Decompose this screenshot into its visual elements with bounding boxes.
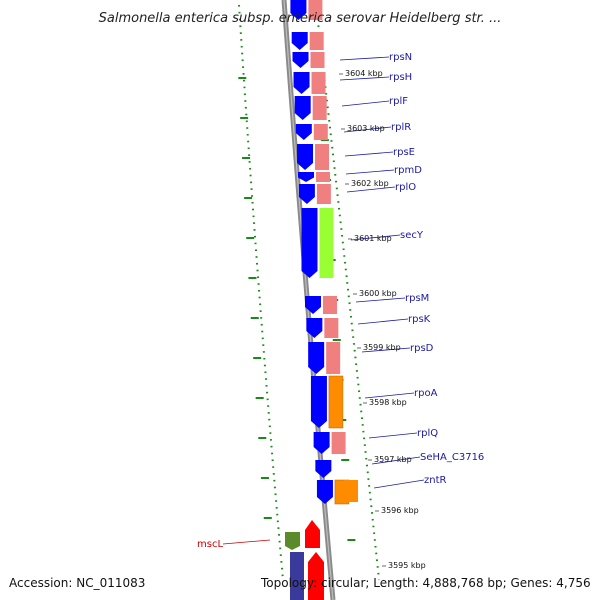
leader-line [344, 151, 394, 157]
cog-block [331, 432, 346, 454]
cds-track [285, 0, 333, 600]
kbp-label: 3598 kbp [369, 398, 407, 407]
cds-arrow [301, 208, 318, 278]
gene-label-rpsd[interactable]: rpsD [410, 343, 434, 354]
cog-block [319, 208, 334, 278]
cog-block [308, 0, 323, 20]
gene-label-rplf[interactable]: rplF [389, 96, 408, 107]
leader-line [345, 169, 395, 175]
feature-arrow [305, 520, 320, 548]
kbp-label: 3601 kbp [354, 234, 392, 243]
cds-arrow-mscl [285, 532, 300, 550]
cds-arrow [297, 144, 314, 170]
gene-label-rpsn[interactable]: rpsN [389, 52, 412, 63]
leader-line [373, 479, 425, 489]
leader-line [346, 186, 396, 193]
cds-arrow [295, 124, 312, 140]
label-leader-lines [222, 56, 425, 545]
cog-block [322, 296, 337, 314]
kbp-markers: 3604 kbp 3603 kbp 3602 kbp 3601 kbp 3600 kbp… [339, 69, 426, 570]
cog-block [344, 480, 358, 502]
gene-label-rplo[interactable]: rplO [395, 182, 416, 193]
gene-labels: rpsN rpsH rplF rplR rpsE rpmD rplO secY rpsM rpsK… [197, 52, 484, 550]
cds-arrow [292, 52, 309, 68]
cds-arrow [290, 0, 307, 20]
cog-block [311, 72, 326, 94]
cog-category-band [308, 0, 358, 505]
leader-line [343, 126, 392, 133]
cog-block [326, 342, 341, 374]
cog-block [316, 184, 331, 204]
cog-block [315, 144, 330, 170]
feature-arrow [308, 552, 324, 600]
leader-line [339, 56, 390, 61]
kbp-label: 3595 kbp [388, 561, 426, 570]
leader-line [222, 539, 271, 545]
cds-arrow [308, 342, 325, 374]
leader-line [371, 456, 421, 465]
gene-label-zntr[interactable]: zntR [424, 475, 447, 486]
kbp-label: 3596 kbp [381, 506, 419, 515]
cog-block [316, 172, 331, 182]
gene-label-rpoa[interactable]: rpoA [414, 388, 438, 399]
gene-label-rplr[interactable]: rplR [391, 122, 411, 133]
kbp-label: 3599 kbp [363, 343, 401, 352]
kbp-label: 3602 kbp [351, 179, 389, 188]
gene-label-secy[interactable]: secY [400, 230, 424, 241]
gc-skew-dotted-line-left [238, 4, 284, 581]
cds-arrow [290, 552, 304, 600]
cds-arrow [298, 172, 315, 182]
map-title: Salmonella enterica subsp. enterica sero… [99, 11, 502, 26]
cog-block [312, 96, 327, 120]
cds-arrow [306, 318, 323, 338]
kbp-label: 3604 kbp [345, 69, 383, 78]
cds-arrow [293, 72, 310, 94]
leader-line [339, 76, 390, 81]
kbp-label: 3603 kbp [347, 124, 385, 133]
cds-arrow [316, 480, 333, 504]
cds-arrow [310, 376, 327, 428]
topology-summary-text: Topology: circular; Length: 4,888,768 bp… [260, 576, 591, 590]
cds-arrow [298, 184, 315, 204]
leader-line [341, 100, 390, 107]
cds-arrow [315, 460, 332, 478]
cds-arrow [313, 432, 330, 454]
cds-arrow [291, 32, 308, 50]
cog-block [324, 318, 339, 338]
leader-line [364, 392, 415, 399]
leader-line [368, 432, 418, 439]
gene-label-rpse[interactable]: rpsE [393, 147, 415, 158]
gene-label-seha_c3716[interactable]: SeHA_C3716 [420, 452, 484, 463]
accession-text: Accession: NC_011083 [9, 576, 145, 590]
gene-label-rpmd[interactable]: rpmD [394, 165, 422, 176]
gene-label-rpsm[interactable]: rpsM [405, 293, 429, 304]
kbp-label: 3597 kbp [374, 455, 412, 464]
kbp-label: 3600 kbp [359, 289, 397, 298]
leader-line [350, 234, 401, 241]
gene-label-rpsk[interactable]: rpsK [408, 314, 431, 325]
cds-arrow [294, 96, 311, 120]
leader-line [361, 347, 411, 353]
leader-line [355, 297, 406, 303]
cog-block [313, 124, 328, 140]
cog-block [309, 32, 324, 50]
cds-arrow [304, 296, 321, 314]
cog-block [310, 52, 325, 68]
gene-label-mscl[interactable]: mscL [197, 539, 223, 550]
gene-label-rpsh[interactable]: rpsH [389, 72, 412, 83]
leader-line [357, 318, 409, 325]
gene-label-rplq[interactable]: rplQ [417, 428, 438, 439]
cog-block [328, 375, 344, 429]
